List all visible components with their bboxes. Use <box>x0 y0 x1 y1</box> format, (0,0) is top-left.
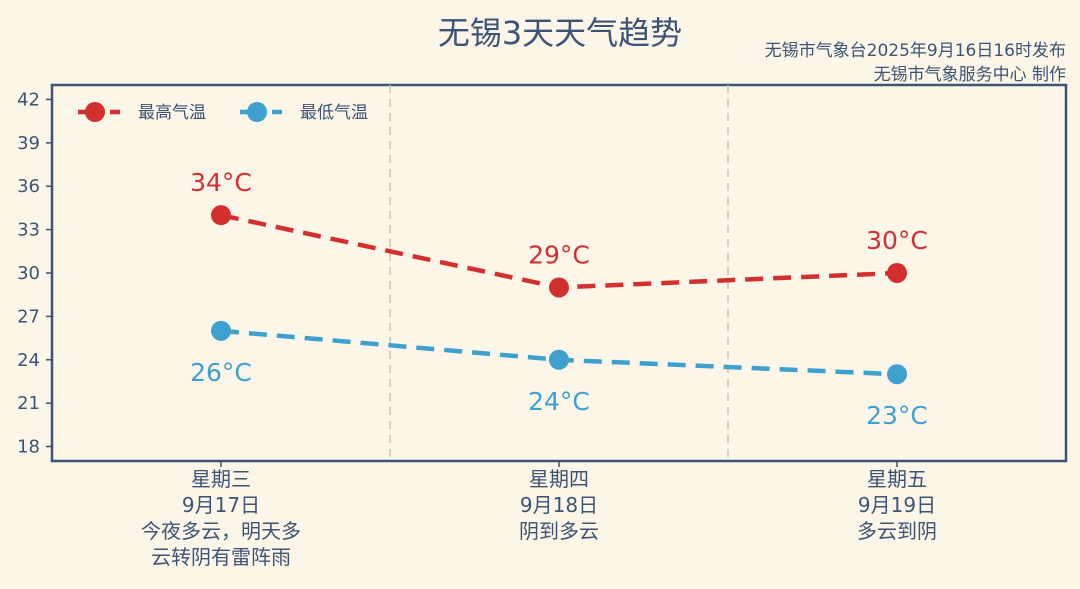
chart-title: 无锡3天天气趋势 <box>437 14 683 52</box>
x-category-label: 云转阴有雷阵雨 <box>151 545 291 569</box>
y-tick-label: 18 <box>17 437 40 458</box>
high-temp-label: 30°C <box>866 226 928 255</box>
high-temp-point <box>549 277 569 298</box>
y-tick-label: 33 <box>17 220 40 241</box>
legend-label: 最低气温 <box>300 103 368 123</box>
low-temp-label: 23°C <box>866 401 928 430</box>
low-temp-label: 26°C <box>190 358 252 387</box>
producer-note: 无锡市气象服务中心 制作 <box>873 65 1066 85</box>
x-category-label: 9月18日 <box>520 493 598 517</box>
x-category-label: 阴到多云 <box>519 519 599 543</box>
low-temp-point <box>211 320 231 341</box>
x-category-label: 星期四 <box>529 467 589 491</box>
high-temp-label: 34°C <box>190 168 252 197</box>
y-tick-label: 24 <box>17 350 40 371</box>
low-temp-point <box>887 364 907 385</box>
publish-note: 无锡市气象台2025年9月16日16时发布 <box>764 41 1066 61</box>
legend-marker <box>247 102 267 122</box>
y-tick-label: 21 <box>17 393 40 414</box>
legend-marker <box>85 102 105 122</box>
y-tick-label: 30 <box>17 263 40 284</box>
high-temp-point <box>887 263 907 283</box>
high-temp-label: 29°C <box>528 240 590 269</box>
x-category-label: 今夜多云，明天多 <box>141 519 301 543</box>
y-tick-label: 27 <box>17 306 40 327</box>
low-temp-point <box>549 349 569 370</box>
x-category-label: 多云到阴 <box>857 519 937 543</box>
high-temp-point <box>211 205 231 226</box>
legend-label: 最高气温 <box>138 103 206 123</box>
y-tick-label: 36 <box>17 176 40 197</box>
x-category-label: 9月17日 <box>182 493 260 517</box>
y-tick-label: 39 <box>17 133 40 154</box>
x-category-label: 9月19日 <box>858 493 936 517</box>
y-tick-label: 42 <box>17 89 40 110</box>
low-temp-label: 24°C <box>528 387 590 416</box>
x-category-label: 星期五 <box>867 467 927 491</box>
x-category-label: 星期三 <box>191 467 251 491</box>
